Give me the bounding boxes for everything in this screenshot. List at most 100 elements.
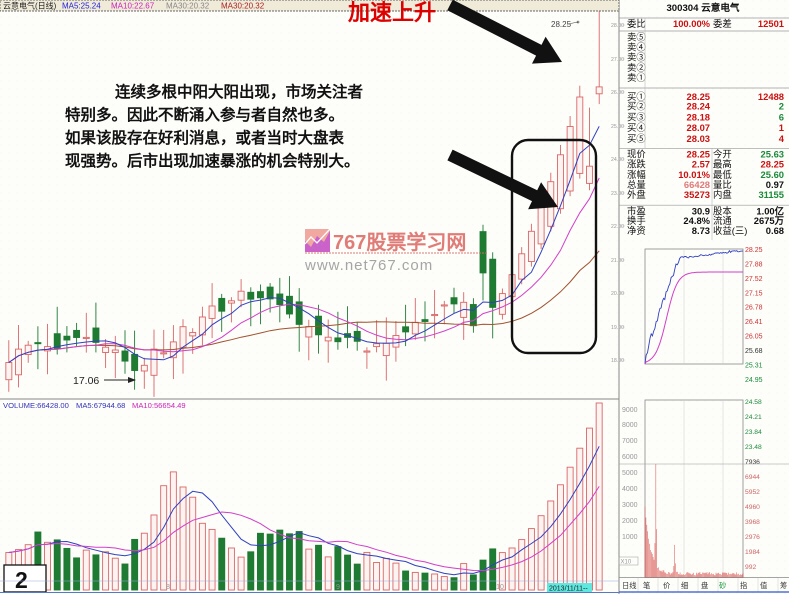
svg-text:28.25: 28.25 (761, 158, 784, 169)
svg-text:特别多。因此不断涌入参与者自然也多。: 特别多。因此不断涌入参与者自然也多。 (65, 105, 344, 124)
svg-text:100.00%: 100.00% (673, 18, 711, 29)
svg-text:盘: 盘 (701, 581, 708, 590)
svg-text:买⑤: 买⑤ (627, 133, 646, 144)
svg-text:992: 992 (745, 564, 756, 571)
svg-text:卖①: 卖① (627, 72, 646, 83)
svg-text:31155: 31155 (758, 189, 784, 200)
svg-text:2.57: 2.57 (692, 158, 710, 169)
svg-text:MA10:56654.49: MA10:56654.49 (132, 401, 186, 410)
svg-text:9000: 9000 (622, 407, 638, 414)
svg-text:27.00: 27.00 (611, 57, 624, 63)
svg-text:19.00: 19.00 (611, 325, 624, 331)
svg-text:20.00: 20.00 (611, 291, 624, 297)
svg-text:2: 2 (15, 567, 28, 593)
svg-text:加速上升: 加速上升 (347, 0, 436, 25)
svg-text:26.78: 26.78 (745, 305, 763, 312)
svg-text:3000: 3000 (622, 502, 638, 509)
svg-text:5000: 5000 (622, 470, 638, 477)
svg-text:27.15: 27.15 (745, 290, 763, 297)
svg-text:9: 9 (336, 584, 340, 591)
svg-text:28.00: 28.00 (611, 23, 624, 29)
svg-text:300304 云意电气: 300304 云意电气 (666, 2, 739, 14)
svg-text:现强势。后市出现加速暴涨的机会特别大。: 现强势。后市出现加速暴涨的机会特别大。 (65, 151, 360, 170)
svg-text:17.06: 17.06 (73, 375, 99, 387)
svg-text:最高: 最高 (713, 158, 732, 169)
svg-text:4960: 4960 (745, 504, 760, 511)
svg-text:买②: 买② (627, 101, 646, 112)
svg-text:MA5:25.24: MA5:25.24 (62, 2, 101, 11)
svg-text:8: 8 (166, 584, 170, 591)
svg-text:28.24: 28.24 (687, 101, 711, 112)
svg-text:收益(三): 收益(三) (713, 225, 747, 236)
svg-text:35273: 35273 (684, 189, 710, 200)
svg-text:25.68: 25.68 (745, 348, 763, 355)
svg-text:767股票学习网: 767股票学习网 (333, 230, 466, 254)
svg-text:6: 6 (779, 111, 784, 122)
svg-text:6944: 6944 (745, 474, 760, 481)
svg-text:2000: 2000 (622, 518, 638, 525)
svg-text:MA30:20.32: MA30:20.32 (166, 2, 210, 11)
svg-text:MA10:22.67: MA10:22.67 (111, 2, 155, 11)
svg-text:24.95: 24.95 (745, 377, 763, 384)
svg-text:25.31: 25.31 (745, 362, 763, 369)
svg-text:24.00: 24.00 (611, 157, 624, 163)
svg-text:2013/11/11--: 2013/11/11-- (549, 586, 588, 593)
svg-text:12501: 12501 (758, 18, 784, 29)
svg-text:7000: 7000 (622, 438, 638, 445)
svg-text:指: 指 (740, 581, 747, 590)
svg-text:2976: 2976 (745, 534, 760, 541)
svg-text:2: 2 (779, 101, 784, 112)
svg-text:23.48: 23.48 (745, 444, 762, 451)
svg-text:X10: X10 (621, 560, 632, 566)
svg-text:8.73: 8.73 (692, 225, 710, 236)
svg-text:27.88: 27.88 (745, 261, 763, 268)
svg-text:23.00: 23.00 (611, 191, 624, 197)
svg-text:1000: 1000 (622, 534, 638, 541)
svg-text:笔: 笔 (643, 581, 650, 590)
svg-text:内盘: 内盘 (713, 189, 732, 200)
svg-text:4000: 4000 (622, 486, 638, 493)
svg-text:连续多根中阳大阳出现，市场关注者: 连续多根中阳大阳出现，市场关注者 (115, 82, 363, 101)
svg-text:21.00: 21.00 (611, 258, 624, 264)
svg-text:1984: 1984 (745, 549, 760, 556)
svg-text:5952: 5952 (745, 489, 760, 496)
svg-text:1: 1 (779, 122, 784, 133)
svg-text:MA5:67944.68: MA5:67944.68 (76, 401, 125, 410)
svg-text:22.00: 22.00 (611, 224, 624, 230)
svg-text:28.07: 28.07 (687, 122, 710, 133)
svg-text:日线: 日线 (622, 581, 637, 590)
svg-text:28.25: 28.25 (745, 247, 763, 254)
svg-text:委差: 委差 (713, 18, 732, 29)
svg-text:28.25: 28.25 (551, 20, 572, 29)
svg-text:25.00: 25.00 (611, 124, 624, 130)
svg-text:6000: 6000 (622, 454, 638, 461)
svg-text:砂: 砂 (719, 581, 726, 590)
svg-text:0.68: 0.68 (766, 225, 784, 236)
svg-text:委比: 委比 (627, 18, 646, 29)
svg-text:8000: 8000 (622, 422, 638, 429)
svg-text:4: 4 (779, 133, 785, 144)
svg-text:买④: 买④ (627, 122, 646, 133)
svg-text:7936: 7936 (745, 459, 760, 466)
svg-text:27.52: 27.52 (745, 276, 763, 283)
svg-text:www.net767.com: www.net767.com (304, 257, 433, 274)
svg-text:外盘: 外盘 (627, 189, 646, 200)
svg-text:如果该股存在好利消息，或者当时大盘表: 如果该股存在好利消息，或者当时大盘表 (65, 128, 345, 147)
svg-text:3968: 3968 (745, 519, 760, 526)
svg-text:云意电气(日线): 云意电气(日线) (3, 1, 57, 11)
svg-text:值: 值 (760, 581, 767, 590)
svg-text:MA30:20.32: MA30:20.32 (221, 2, 265, 11)
svg-text:VOLUME:66428.00: VOLUME:66428.00 (3, 401, 69, 410)
svg-text:净资: 净资 (627, 225, 646, 236)
svg-text:筹: 筹 (780, 581, 787, 590)
svg-text:26.00: 26.00 (611, 90, 624, 96)
svg-text:价: 价 (663, 581, 671, 590)
svg-text:24.58: 24.58 (745, 399, 762, 406)
svg-text:28.18: 28.18 (687, 111, 710, 122)
svg-text:18.00: 18.00 (611, 358, 624, 364)
svg-text:卖③: 卖③ (627, 52, 646, 63)
svg-text:23.84: 23.84 (745, 429, 762, 436)
svg-text:涨跌: 涨跌 (627, 158, 646, 169)
svg-text:细: 细 (681, 581, 688, 590)
svg-text:买③: 买③ (627, 111, 646, 122)
